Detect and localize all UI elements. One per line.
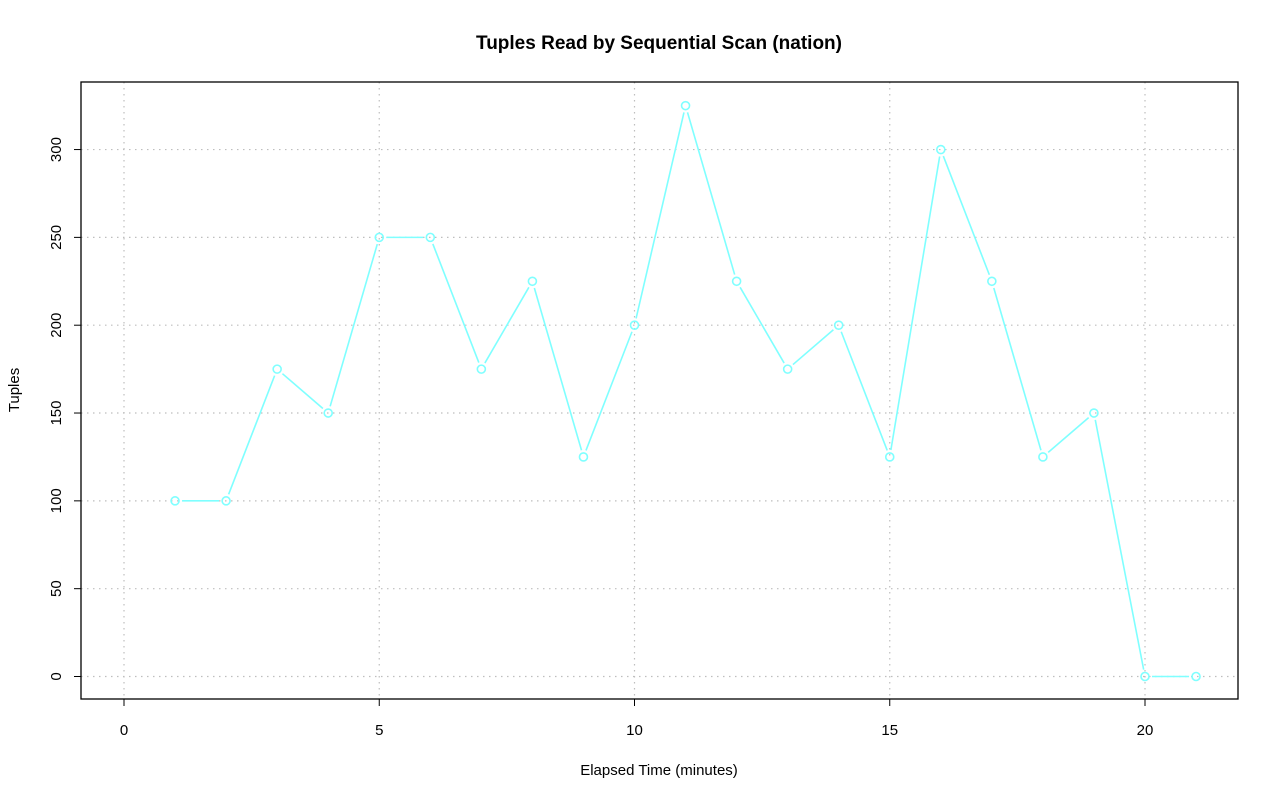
series-segment <box>484 286 530 364</box>
series-segment <box>281 373 324 410</box>
x-tick-label: 15 <box>881 722 898 739</box>
series-segment <box>840 331 888 451</box>
data-point <box>935 144 946 155</box>
series-segment <box>1094 419 1145 670</box>
data-point <box>323 408 334 418</box>
data-point <box>884 452 895 462</box>
series <box>170 100 1201 682</box>
plot-frame <box>80 81 1239 700</box>
y-tick-label: 50 <box>48 580 65 597</box>
data-point <box>527 276 538 287</box>
x-tick-label: 20 <box>1137 722 1154 739</box>
series-segment <box>432 243 480 363</box>
x-tick-label: 0 <box>120 722 128 739</box>
data-point <box>731 276 742 287</box>
series-segment <box>585 331 633 451</box>
data-point <box>170 496 180 506</box>
x-axis: 0 5 10 15 20 <box>120 699 1154 739</box>
grid <box>81 82 1238 699</box>
data-point <box>1140 671 1150 682</box>
series-segment <box>635 112 685 319</box>
series-segment <box>792 329 834 366</box>
series-segment <box>942 155 991 276</box>
data-point <box>833 320 844 331</box>
data-point <box>425 232 436 243</box>
series-segment <box>890 156 941 451</box>
data-point <box>629 320 640 331</box>
series-segment <box>227 375 276 495</box>
y-axis-label: Tuples <box>6 368 23 412</box>
data-point <box>1191 671 1201 682</box>
x-tick-label: 5 <box>375 722 383 739</box>
data-point <box>578 452 589 462</box>
series-segment <box>329 243 379 407</box>
data-point <box>782 364 793 374</box>
data-point <box>1089 408 1099 418</box>
data-point <box>1038 452 1048 462</box>
y-tick-label: 200 <box>48 313 65 338</box>
chart-title: Tuples Read by Sequential Scan (nation) <box>476 33 842 54</box>
series-segment <box>686 112 736 275</box>
data-point <box>272 364 282 374</box>
y-axis: 0 50 100 150 200 250 300 <box>48 137 81 681</box>
x-tick-label: 10 <box>626 722 643 739</box>
data-point <box>374 232 385 243</box>
data-point <box>221 496 231 506</box>
series-segment <box>993 287 1042 451</box>
data-point <box>987 276 997 287</box>
y-tick-label: 300 <box>48 137 65 162</box>
series-segment <box>533 287 583 451</box>
y-tick-label: 150 <box>48 401 65 426</box>
y-tick-label: 0 <box>48 672 65 680</box>
series-segment <box>1047 416 1090 453</box>
y-tick-label: 250 <box>48 225 65 250</box>
data-point <box>680 100 691 111</box>
data-point <box>476 364 487 374</box>
x-axis-label: Elapsed Time (minutes) <box>580 762 738 779</box>
series-segment <box>739 286 785 364</box>
y-tick-label: 100 <box>48 488 65 513</box>
